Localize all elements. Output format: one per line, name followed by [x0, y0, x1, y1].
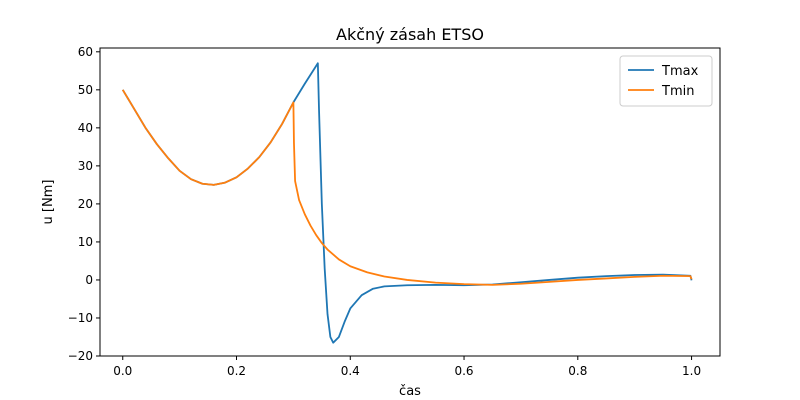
y-tick-label: −10	[68, 311, 93, 325]
y-tick-label: −20	[68, 349, 93, 363]
x-axis-label: čas	[399, 384, 421, 399]
series-line-tmax	[121, 62, 693, 344]
chart-title: Akčný zásah ETSO	[336, 25, 484, 44]
y-tick-label: 20	[78, 197, 93, 211]
y-tick-label: 60	[78, 45, 93, 59]
plot-frame	[99, 47, 721, 357]
x-tick-label: 0.6	[454, 364, 473, 378]
y-tick-label: 40	[78, 121, 93, 135]
legend-label: Tmin	[661, 84, 694, 99]
y-axis-label: u [Nm]	[41, 180, 56, 225]
plot-lines	[121, 62, 693, 344]
legend-label: Tmax	[661, 64, 699, 79]
x-tick-label: 1.0	[682, 364, 701, 378]
legend-box	[619, 55, 713, 107]
series-line-tmin	[121, 89, 693, 286]
x-tick-label: 0.8	[568, 364, 587, 378]
x-tick-label: 0.2	[227, 364, 246, 378]
y-tick-label: 30	[78, 159, 93, 173]
y-axis-ticks: −20 −10 0 10 20 30 40 50 60	[68, 45, 100, 363]
x-tick-label: 0.4	[341, 364, 360, 378]
y-tick-label: 10	[78, 235, 93, 249]
y-tick-label: 50	[78, 83, 93, 97]
x-axis-ticks: 0.0 0.2 0.4 0.6 0.8 1.0	[113, 356, 701, 378]
legend: Tmax Tmin	[619, 55, 713, 107]
x-tick-label: 0.0	[113, 364, 132, 378]
y-tick-label: 0	[85, 273, 93, 287]
